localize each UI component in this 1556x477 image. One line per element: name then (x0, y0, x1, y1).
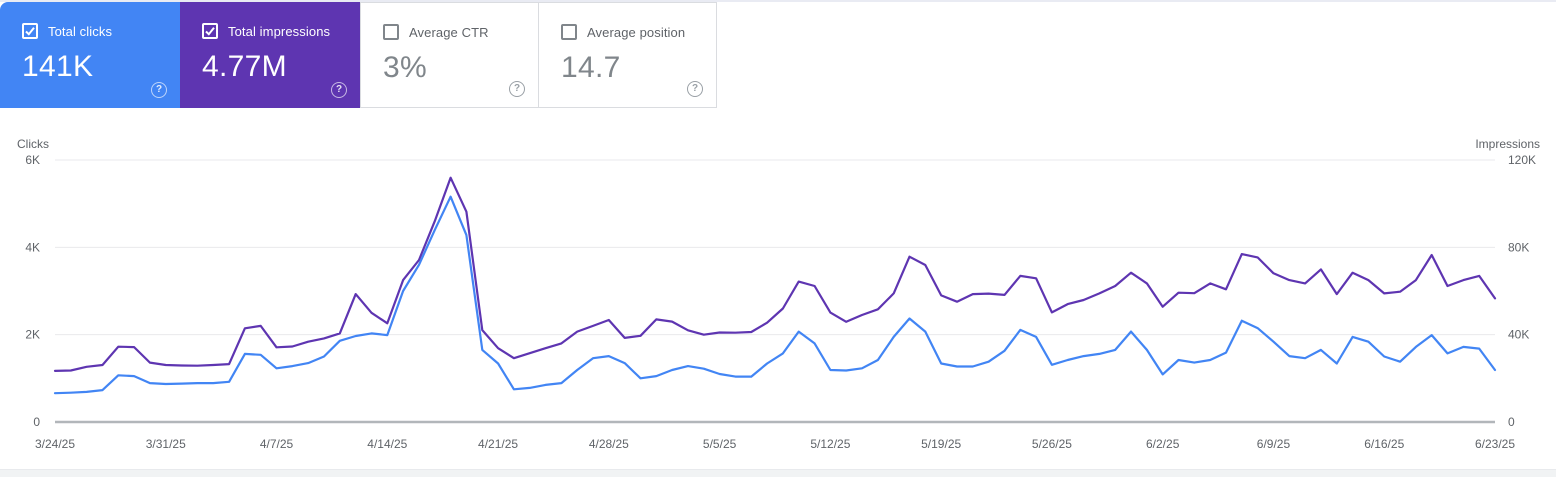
date-label: 3/31/25 (146, 437, 186, 451)
average-ctr-help-icon[interactable]: ? (509, 81, 525, 97)
date-label: 4/28/25 (589, 437, 629, 451)
average-ctr-card[interactable]: Average CTR 3% ? (360, 2, 539, 108)
check-icon (205, 27, 215, 36)
right-axis-tick-label: 120K (1508, 153, 1536, 167)
average-ctr-checkbox[interactable] (383, 24, 399, 40)
card-header: Average position (561, 24, 702, 40)
right-axis-tick-label: 40K (1508, 328, 1529, 342)
date-label: 6/9/25 (1257, 437, 1291, 451)
total-clicks-help-icon[interactable]: ? (151, 82, 167, 98)
average-position-help-icon[interactable]: ? (687, 81, 703, 97)
right-axis-tick-label: 80K (1508, 240, 1529, 254)
total-clicks-card[interactable]: Total clicks 141K ? (0, 2, 180, 108)
check-icon (25, 27, 35, 36)
average-position-checkbox[interactable] (561, 24, 577, 40)
left-axis-tick-label: 2K (25, 328, 40, 342)
card-header: Total impressions (202, 23, 346, 39)
date-label: 6/23/25 (1475, 437, 1515, 451)
date-label: 4/21/25 (478, 437, 518, 451)
top-divider (0, 0, 1556, 2)
date-label: 6/2/25 (1146, 437, 1180, 451)
total-impressions-help-icon[interactable]: ? (331, 82, 347, 98)
card-header: Average CTR (383, 24, 524, 40)
total-impressions-card[interactable]: Total impressions 4.77M ? (180, 2, 360, 108)
left-axis-tick-label: 0 (33, 415, 40, 429)
left-axis-tick-label: 6K (25, 153, 40, 167)
total-impressions-label: Total impressions (228, 23, 331, 39)
date-label: 5/5/25 (703, 437, 737, 451)
total-clicks-label: Total clicks (48, 23, 113, 39)
left-axis-title: Clicks (17, 137, 49, 151)
average-ctr-label: Average CTR (409, 24, 489, 40)
date-label: 5/12/25 (810, 437, 850, 451)
average-position-card[interactable]: Average position 14.7 ? (538, 2, 717, 108)
date-label: 5/19/25 (921, 437, 961, 451)
impressions-line (53, 176, 1497, 372)
total-clicks-value: 141K (22, 50, 94, 83)
date-label: 5/26/25 (1032, 437, 1072, 451)
card-header: Total clicks (22, 23, 166, 39)
left-axis-tick-label: 4K (25, 240, 40, 254)
total-impressions-value: 4.77M (202, 50, 287, 83)
bottom-divider (0, 469, 1556, 477)
performance-chart: 6K 120K 4K 80K 2K 40K 0 0 Clicks Impressions 3/24/… (0, 130, 1556, 470)
performance-chart-canvas: 6K 120K 4K 80K 2K 40K 0 0 Clicks Impressions 3/24/… (17, 137, 1540, 451)
average-ctr-value: 3% (383, 51, 427, 84)
metric-cards-row: Total clicks 141K ? Total impressions 4.… (0, 2, 717, 108)
date-label: 3/24/25 (35, 437, 75, 451)
average-position-value: 14.7 (561, 51, 621, 84)
clicks-line (53, 195, 1497, 395)
date-label: 4/7/25 (260, 437, 294, 451)
total-impressions-checkbox[interactable] (202, 23, 218, 39)
date-label: 4/14/25 (367, 437, 407, 451)
right-axis-tick-label: 0 (1508, 415, 1515, 429)
total-clicks-checkbox[interactable] (22, 23, 38, 39)
date-label: 6/16/25 (1364, 437, 1404, 451)
average-position-label: Average position (587, 24, 686, 40)
right-axis-title: Impressions (1475, 137, 1540, 151)
